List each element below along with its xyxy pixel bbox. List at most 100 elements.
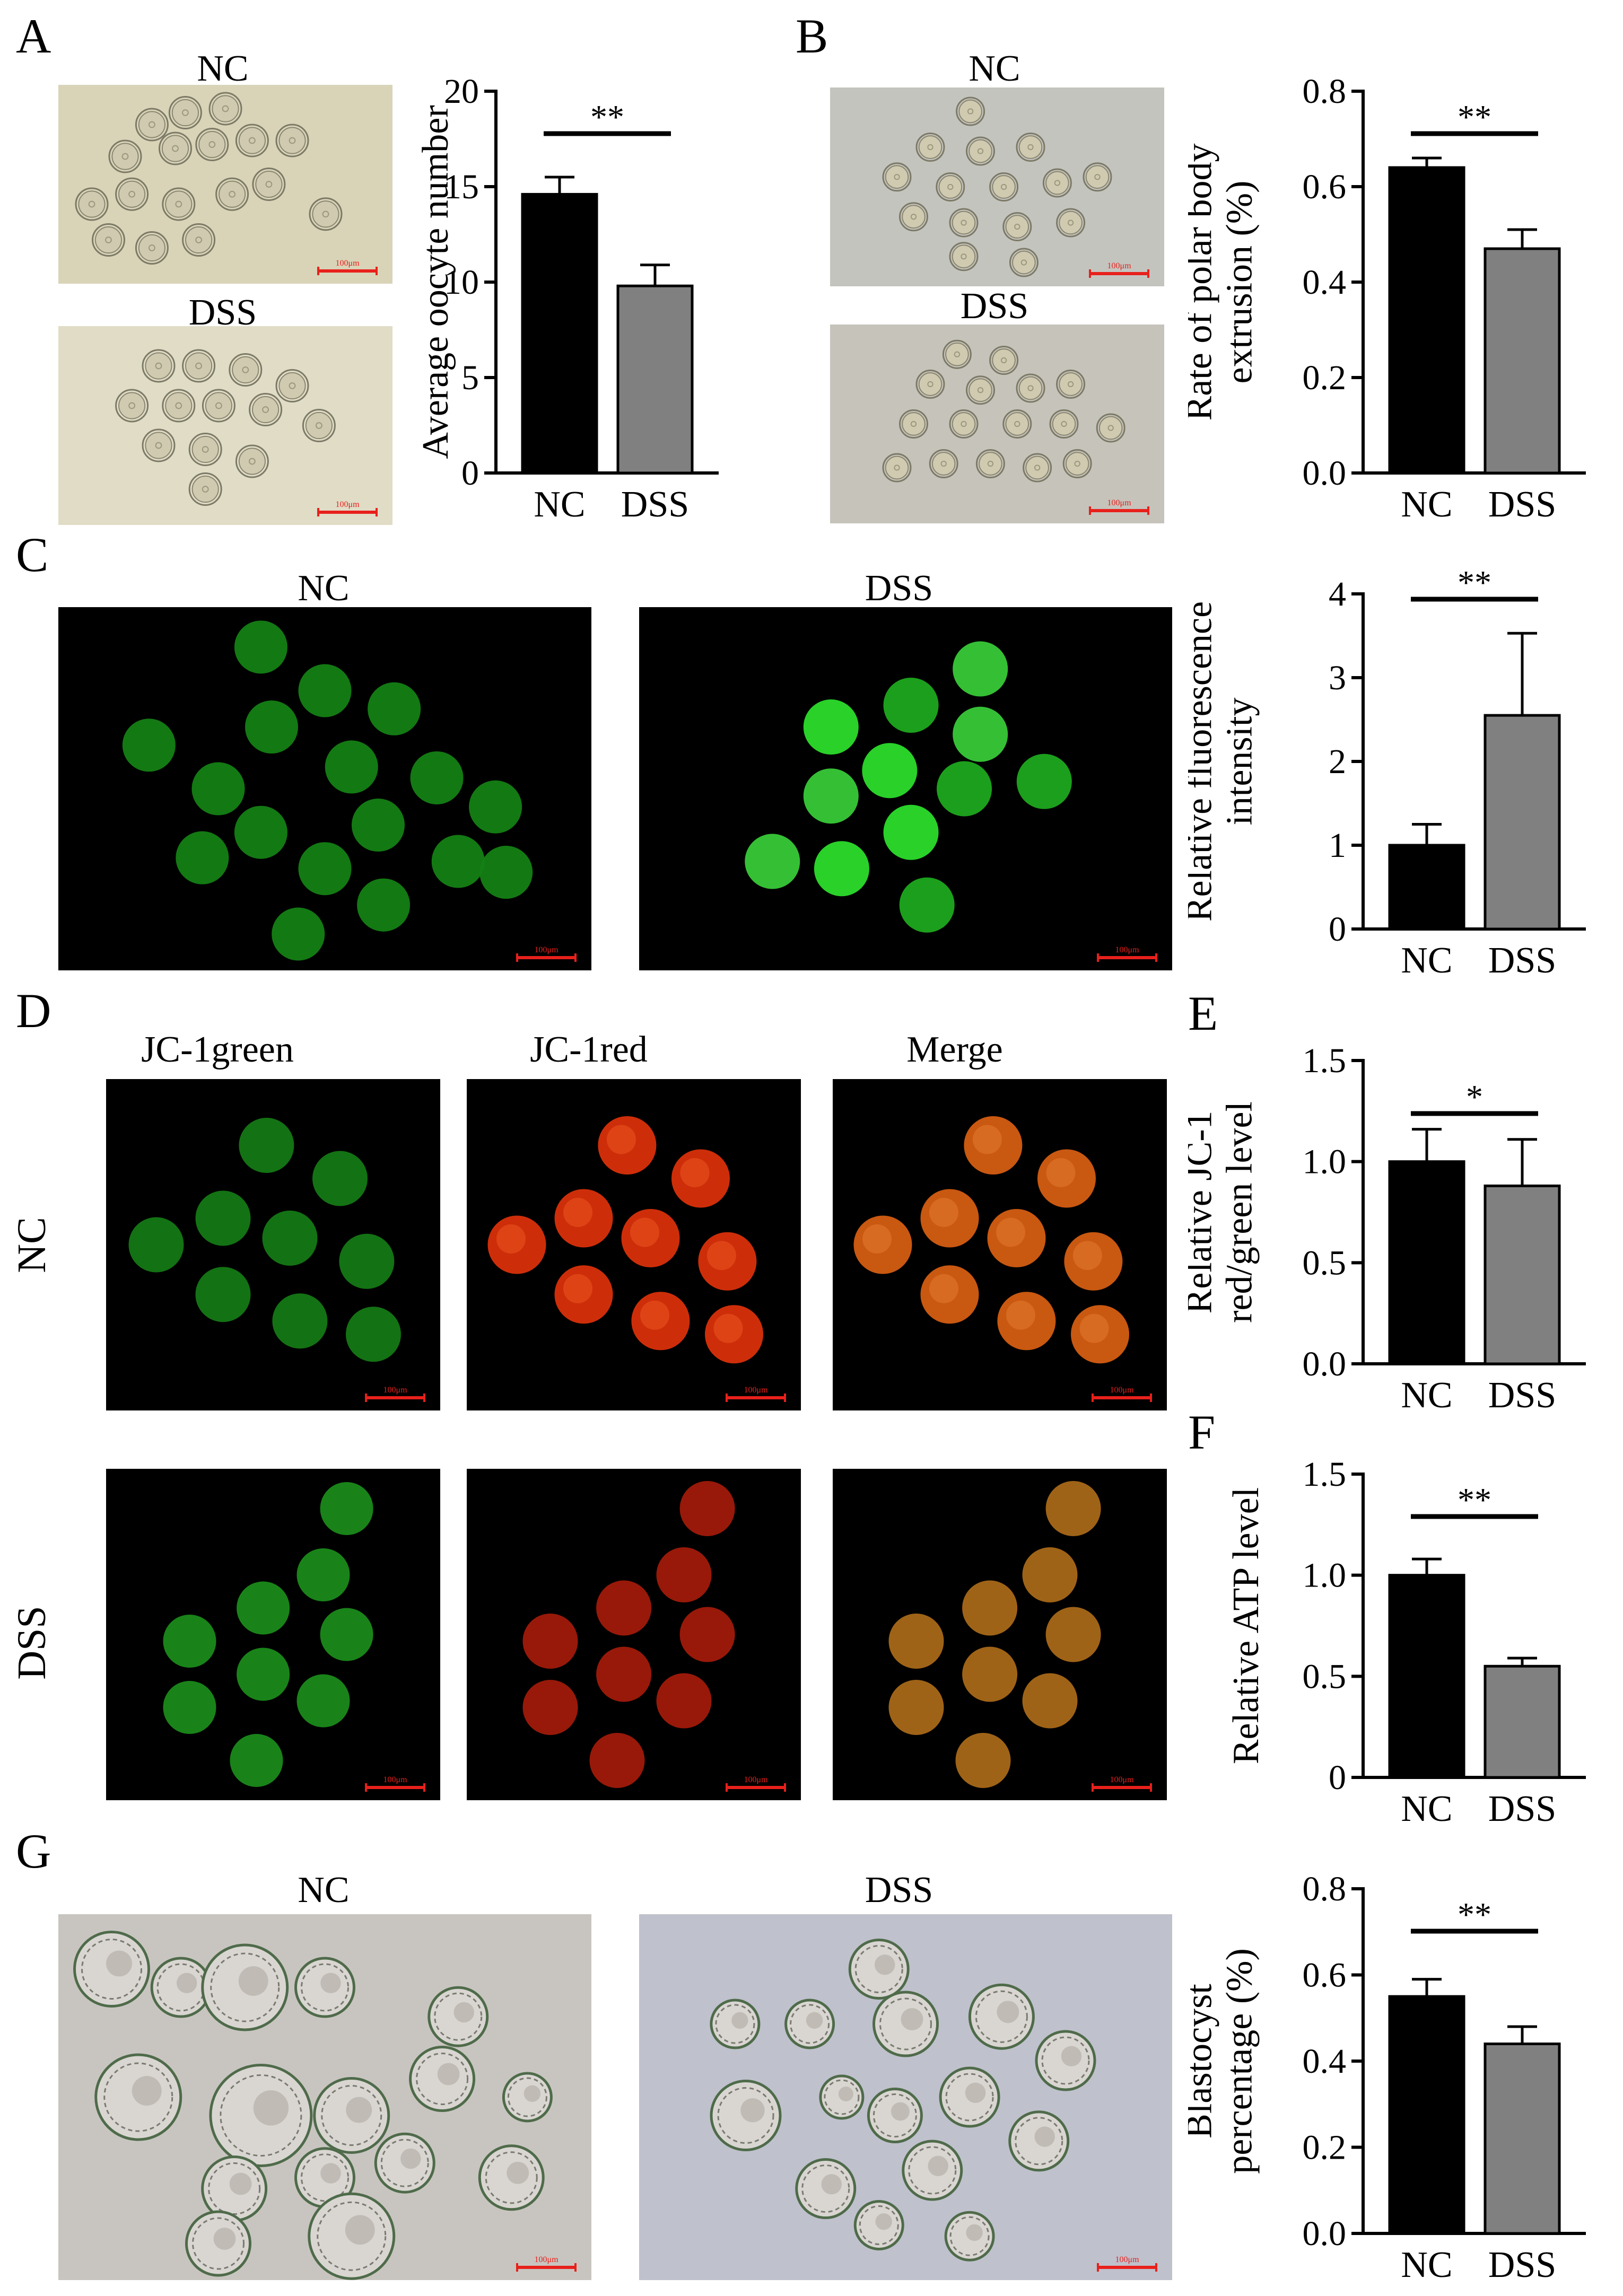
oocyte: [1059, 372, 1083, 396]
chart-g-bar-nc: [1388, 1995, 1465, 2235]
oocyte-nucleus: [249, 137, 256, 144]
chart-g-ylabel: Blastocystpercentage (%): [1188, 1948, 1260, 2174]
chart-c-ylabel: Relative fluorescenceintensity: [1188, 601, 1260, 922]
oocyte-zona: [162, 187, 196, 221]
oocyte: [171, 99, 199, 127]
oocyte: [191, 435, 219, 463]
oocyte: [862, 743, 918, 799]
oocyte-zona: [168, 96, 202, 129]
panel-d-col-green: JC-1green: [141, 1029, 294, 1070]
panel-b-nc-label: NC: [968, 48, 1020, 89]
oocyte: [1005, 215, 1029, 239]
oocyte-zona: [966, 375, 995, 405]
chart-b-ylabel: Rate of polar bodyextrusion (%): [1188, 144, 1260, 421]
oocyte-highlight: [680, 1158, 710, 1187]
chart-b-bar-nc: [1388, 166, 1465, 475]
chart-f-ytick-label: 1.0: [1303, 1556, 1347, 1595]
chart-b-ytick-label: 0.2: [1303, 358, 1347, 397]
oocyte: [656, 1547, 712, 1602]
oocyte: [346, 1307, 401, 1362]
oocyte: [298, 842, 352, 896]
oocyte: [479, 846, 533, 899]
chart-c-ytick-label: 0: [1329, 910, 1346, 949]
embryo-mass: [507, 2161, 529, 2184]
panel-a-nc-label: NC: [197, 48, 249, 89]
chart-f-bar-nc: [1388, 1574, 1465, 1779]
oocyte: [296, 1674, 350, 1728]
embryo-mass: [901, 2008, 923, 2030]
oocyte-zona: [215, 177, 249, 211]
oocyte-nucleus: [1014, 420, 1020, 427]
oocyte-nucleus: [1027, 385, 1034, 391]
chart-f-bar-dss: [1484, 1664, 1561, 1779]
embryo-mass: [400, 2148, 421, 2169]
panel-letter-e: E: [1188, 986, 1218, 1040]
oocyte-nucleus: [1027, 144, 1034, 151]
embryo-mass: [176, 1973, 197, 1993]
oocyte: [962, 1646, 1018, 1702]
oocyte: [953, 641, 1008, 697]
oocyte: [252, 396, 280, 424]
chart-a-xtick-label: NC: [534, 484, 585, 525]
oocyte: [368, 682, 421, 735]
oocyte-nucleus: [910, 420, 917, 427]
oocyte-nucleus: [940, 460, 947, 467]
chart-g-ytick-label: 0.2: [1303, 2128, 1347, 2167]
oocyte: [118, 392, 146, 419]
micrograph-background: [58, 326, 392, 525]
oocyte-zona: [275, 369, 309, 402]
oocyte: [278, 372, 306, 400]
oocyte-nucleus: [128, 190, 136, 198]
embryo-cells: [945, 2073, 994, 2122]
oocyte: [1052, 412, 1076, 436]
embryo-cells: [301, 1963, 349, 2012]
oocyte: [1065, 452, 1089, 476]
oocyte: [671, 1149, 730, 1208]
oocyte: [237, 1581, 290, 1635]
oocyte: [952, 211, 976, 235]
scale-bar-label: 100μm: [534, 2255, 559, 2264]
oocyte-nucleus: [149, 121, 155, 128]
oocyte-zona: [182, 349, 216, 383]
oocyte-nucleus: [1094, 174, 1101, 180]
oocyte: [938, 175, 963, 199]
oocyte-nucleus: [927, 144, 933, 151]
oocyte: [979, 452, 1002, 476]
oocyte: [883, 677, 939, 733]
oocyte: [589, 1733, 645, 1788]
oocyte: [296, 1548, 350, 1601]
oocyte: [262, 1211, 318, 1266]
chart-e-ytick-label: 1.0: [1303, 1143, 1347, 1181]
oocyte-nucleus: [149, 244, 155, 251]
oocyte: [803, 768, 859, 824]
chart-b-bar-dss: [1484, 247, 1561, 475]
oocyte-nucleus: [88, 200, 95, 208]
embryo-mass: [1061, 2046, 1082, 2066]
oocyte: [899, 877, 955, 933]
embryo-cells: [975, 1990, 1028, 2043]
oocyte-nucleus: [195, 236, 203, 243]
oocyte-nucleus: [155, 362, 162, 370]
oocyte: [161, 135, 189, 162]
oocyte-zona: [235, 444, 269, 478]
oocyte-zona: [915, 370, 945, 399]
oocyte: [1016, 753, 1072, 809]
embryo-cells: [824, 2079, 860, 2115]
oocyte: [245, 700, 298, 754]
oocyte-zona: [208, 92, 242, 126]
oocyte-zona: [942, 339, 972, 369]
oocyte: [598, 1116, 657, 1175]
oocyte-nucleus: [128, 402, 136, 409]
chart-a-ytick-label: 10: [444, 263, 479, 302]
oocyte: [1045, 1481, 1101, 1536]
scale-bar-label: 100μm: [383, 1386, 407, 1395]
oocyte: [968, 139, 992, 163]
oocyte: [230, 1734, 283, 1787]
chart-e-bar-dss: [1484, 1184, 1561, 1365]
oocyte-zona: [142, 349, 176, 383]
panel-d-row-nc: NC: [10, 1217, 54, 1273]
oocyte: [987, 1209, 1046, 1267]
oocyte-zona: [956, 97, 985, 126]
micrograph-d-dss-red: 100μm: [467, 1469, 801, 1800]
micrograph-a-nc: 100μm: [58, 85, 392, 284]
